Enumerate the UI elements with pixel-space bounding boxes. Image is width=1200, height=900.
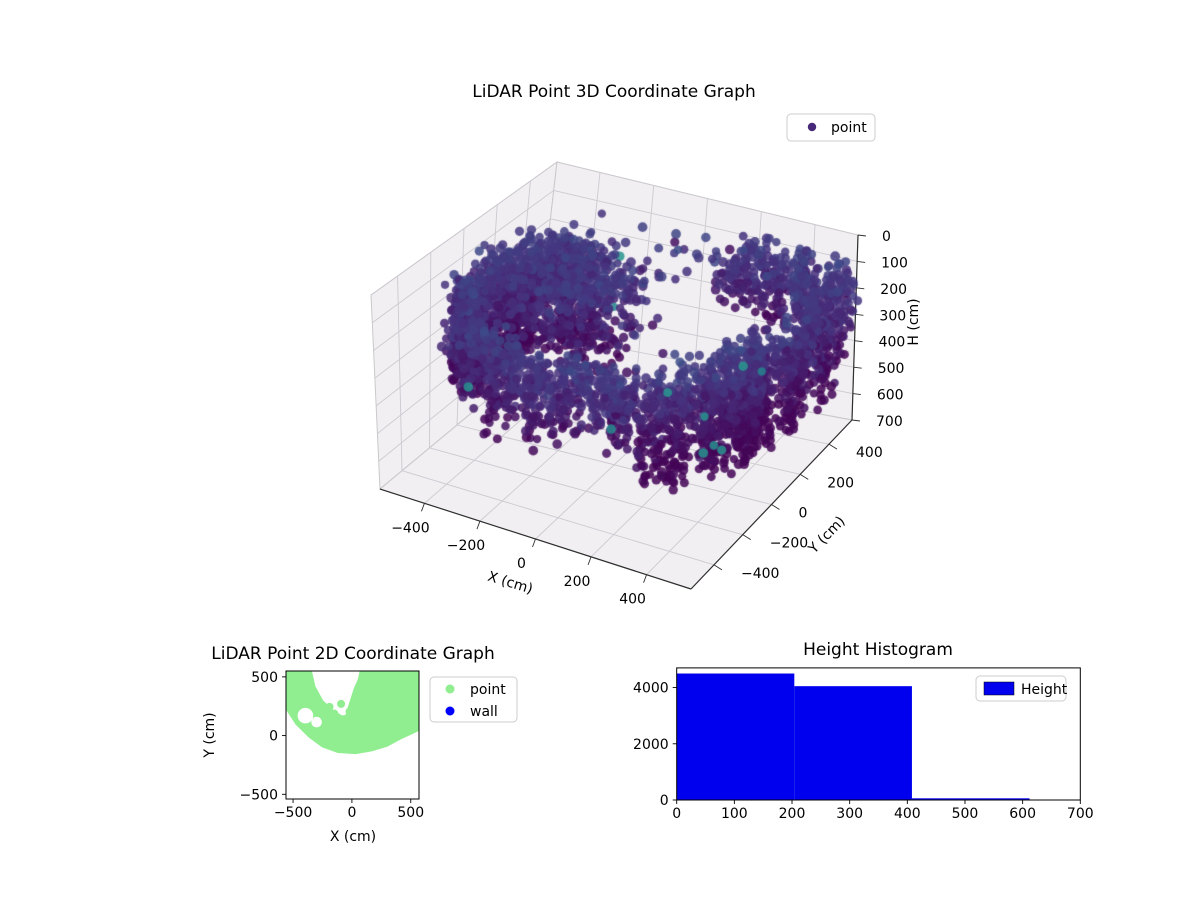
legend-height-patch [983, 681, 1015, 696]
tick-mark [532, 538, 536, 548]
fringe-dot [325, 702, 334, 711]
tick-label: 500 [397, 805, 424, 821]
legend-point-label: point [831, 120, 867, 136]
tick-label: 400 [856, 445, 883, 461]
tick-mark [643, 574, 647, 583]
tick-label: 500 [878, 361, 905, 377]
tick-label: 100 [881, 255, 908, 271]
plot2d-legend: point wall [429, 676, 518, 723]
tick-mark [854, 340, 863, 343]
tick-label: 600 [877, 388, 904, 404]
tick-label: 4000 [633, 681, 669, 697]
histogram-legend: Height [975, 675, 1068, 702]
tick-mark [800, 473, 809, 480]
tick-label: −400 [391, 520, 429, 536]
tick-label: 500 [251, 670, 278, 686]
tick-label: 200 [880, 282, 907, 298]
legend-point-label: point [470, 682, 506, 698]
plot2d-data [286, 671, 419, 755]
generated-graphics: −400−2000200400−400−20002004000100200300… [240, 160, 1094, 822]
tick-label: 0 [672, 806, 681, 822]
legend-wall-label: wall [470, 704, 498, 720]
tick-label: 200 [779, 806, 806, 822]
tick-label: 700 [1067, 806, 1094, 822]
tick-label: 0 [517, 556, 526, 572]
tick-mark [852, 393, 861, 396]
legend-point-marker [445, 684, 455, 694]
tick-label: 0 [269, 729, 278, 745]
tick-mark [857, 234, 867, 237]
fringe-dot [316, 701, 325, 710]
legend-height-label: Height [1021, 682, 1068, 698]
tick-mark [855, 313, 864, 316]
plot3d-ylabel: Y (cm) [805, 513, 849, 557]
plot3d-title: LiDAR Point 3D Coordinate Graph [472, 82, 756, 102]
histogram-bar [676, 673, 795, 800]
tick-mark [587, 556, 592, 566]
tick-label: 300 [836, 806, 863, 822]
tick-label: 300 [879, 308, 906, 324]
tick-mark [713, 564, 723, 571]
tick-label: 0 [882, 229, 891, 245]
tick-mark [851, 419, 861, 422]
plot2d-ylabel: Y (cm) [202, 712, 218, 758]
tick-label: 400 [894, 806, 921, 822]
tick-mark [771, 504, 780, 510]
tick-label: 200 [827, 475, 854, 491]
tick-label: 400 [879, 335, 906, 351]
tick-mark [421, 503, 425, 512]
legend-wall-marker [445, 706, 455, 716]
tick-label: −400 [741, 566, 779, 582]
tick-mark [828, 443, 838, 450]
tick-label: 600 [1009, 806, 1036, 822]
tick-label: −200 [770, 536, 808, 552]
fringe-dot [330, 709, 339, 718]
tick-label: 200 [564, 574, 591, 590]
histogram-bar [794, 686, 912, 800]
tick-label: 400 [619, 592, 646, 608]
hole [297, 707, 314, 724]
tick-label: −500 [274, 805, 312, 821]
tick-label: 2000 [633, 737, 669, 753]
plot2d-title: LiDAR Point 2D Coordinate Graph [211, 644, 495, 664]
tick-label: 500 [952, 806, 979, 822]
tick-label: 0 [347, 805, 356, 821]
fringe-dot [345, 707, 354, 716]
plot3d-zlabel: H (cm) [906, 298, 922, 345]
tick-label: 100 [721, 806, 748, 822]
tick-mark [742, 534, 751, 541]
tick-mark [853, 366, 862, 369]
plot3d-xlabel: X (cm) [486, 569, 535, 598]
hole [311, 716, 322, 728]
histogram-title: Height Histogram [803, 640, 953, 660]
legend-point-marker [807, 122, 817, 132]
fringe-dot [311, 692, 320, 701]
tick-mark [476, 520, 481, 530]
tick-label: 0 [660, 793, 669, 809]
tick-mark [856, 287, 865, 290]
tick-mark [857, 260, 866, 263]
tick-label: 700 [876, 414, 903, 430]
plot2d-axes: −500 0 500 −500 0 500 [240, 670, 425, 821]
tick-label: −200 [447, 538, 485, 554]
tick-label: −500 [240, 787, 278, 803]
tick-label: 0 [799, 506, 808, 522]
plot2d-xlabel: X (cm) [330, 829, 376, 845]
plot3d-legend: point [786, 113, 876, 142]
fringe-dot [337, 699, 346, 708]
